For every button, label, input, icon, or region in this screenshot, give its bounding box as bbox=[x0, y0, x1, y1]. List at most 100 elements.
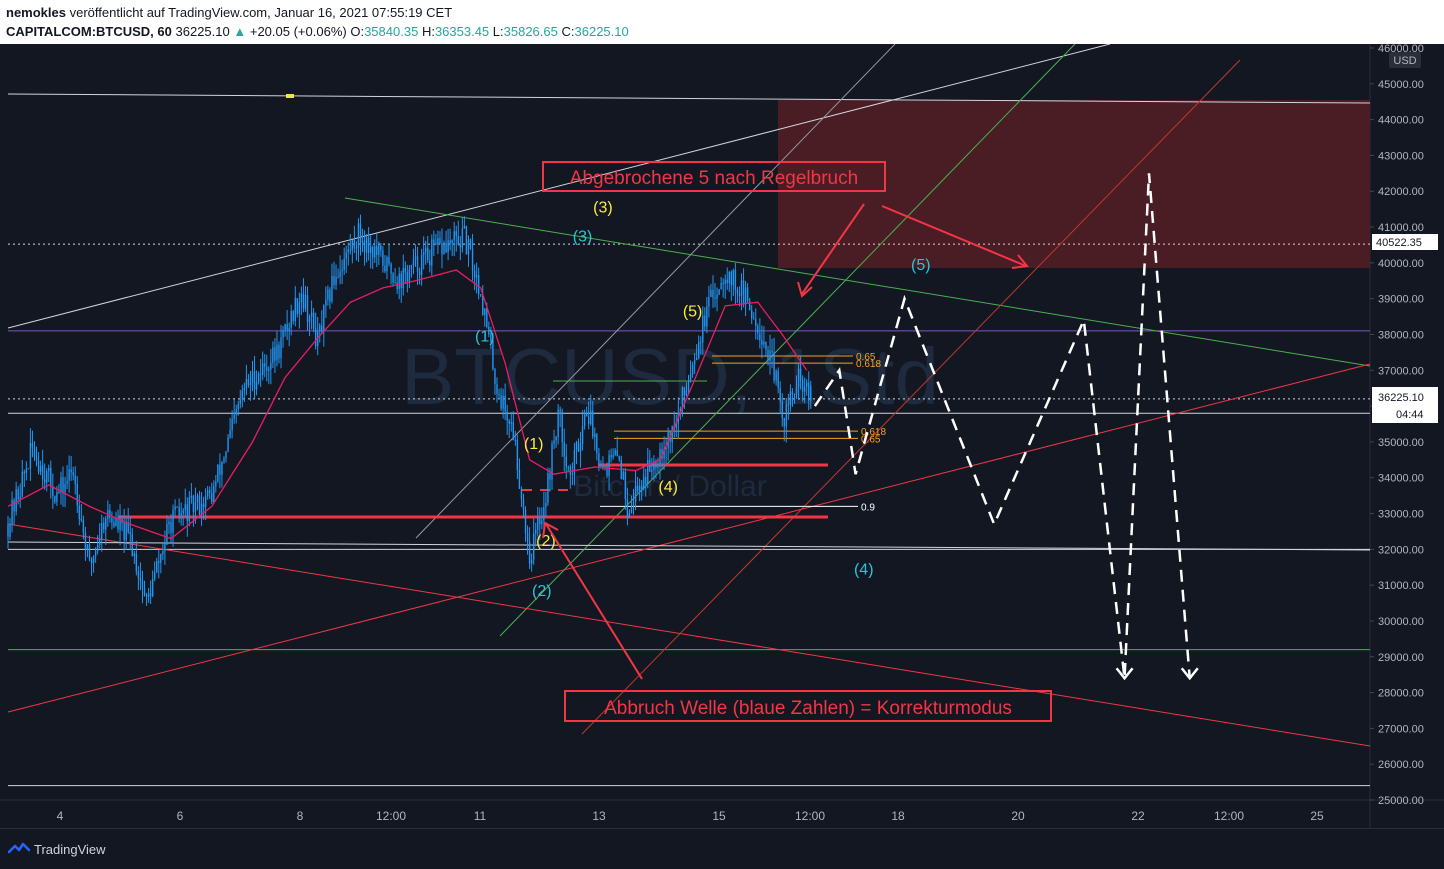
candle-body bbox=[640, 486, 643, 489]
wave-label[interactable]: (2) bbox=[532, 583, 552, 600]
candle-body bbox=[296, 298, 299, 314]
candle-body bbox=[229, 430, 231, 438]
wave-label[interactable]: (4) bbox=[854, 561, 874, 578]
candle-body bbox=[789, 391, 792, 406]
candle-body bbox=[58, 492, 60, 494]
arrow-to-support[interactable] bbox=[545, 523, 643, 680]
red-descending-line[interactable] bbox=[7, 523, 1371, 747]
symbol-name[interactable]: CAPITALCOM:BTCUSD, 60 bbox=[6, 24, 172, 39]
candle-body bbox=[168, 521, 170, 525]
candle-body bbox=[787, 404, 790, 406]
candle-body bbox=[384, 265, 386, 272]
candle-body bbox=[329, 289, 331, 302]
candle-body bbox=[579, 443, 582, 452]
candle-body bbox=[54, 495, 56, 502]
candle-body bbox=[392, 273, 394, 283]
price-change: +20.05 (+0.06%) bbox=[249, 24, 347, 39]
wave-label[interactable]: (2) bbox=[536, 533, 556, 550]
candle-body bbox=[663, 449, 665, 459]
candle-body bbox=[141, 581, 144, 589]
candle-body bbox=[750, 310, 753, 319]
arrow-to-yellow-5[interactable] bbox=[801, 203, 865, 295]
candle-body bbox=[343, 258, 345, 270]
candle-body bbox=[355, 247, 358, 249]
candle-body bbox=[249, 382, 252, 386]
annotation-bottom[interactable]: Abbruch Welle (blaue Zahlen) = Korrektur… bbox=[564, 690, 1052, 722]
fib-level-label: 0.618 bbox=[861, 427, 886, 438]
candle-body bbox=[347, 249, 349, 253]
candle-body bbox=[353, 239, 356, 248]
candle-body bbox=[502, 395, 504, 409]
candle-body bbox=[416, 256, 419, 272]
line-handle[interactable] bbox=[286, 94, 294, 98]
candle-body bbox=[272, 347, 274, 363]
lower-horizontal-line[interactable] bbox=[7, 541, 1371, 551]
annotation-top[interactable]: Abgebrochene 5 nach Regelbruch bbox=[542, 161, 886, 192]
candle-body bbox=[759, 333, 761, 341]
wave-label[interactable]: (1) bbox=[475, 329, 495, 346]
tradingview-logo-icon[interactable] bbox=[8, 841, 30, 855]
time-tick-label: 20 bbox=[1011, 809, 1025, 823]
candle-body bbox=[221, 461, 223, 475]
candle-body bbox=[767, 349, 769, 361]
price-axis[interactable] bbox=[1370, 44, 1444, 828]
candle-body bbox=[131, 534, 133, 556]
candle-body bbox=[198, 495, 201, 515]
candle-body bbox=[567, 466, 570, 468]
candle-body bbox=[671, 425, 673, 442]
arrow-to-cyan-5[interactable] bbox=[881, 205, 1027, 267]
candle-body bbox=[704, 315, 706, 327]
wave-label[interactable]: (5) bbox=[911, 257, 931, 274]
wave-label[interactable]: (4) bbox=[658, 479, 678, 496]
footer-brand[interactable]: TradingView bbox=[34, 842, 106, 857]
candle-body bbox=[467, 239, 470, 255]
wave-label[interactable]: (1) bbox=[524, 436, 544, 453]
wave-label[interactable]: (5) bbox=[683, 304, 703, 321]
white-trend-line[interactable] bbox=[7, 44, 1111, 329]
candle-body bbox=[369, 247, 372, 253]
candle-body bbox=[445, 242, 447, 253]
candle-body bbox=[186, 504, 188, 521]
candle-body bbox=[614, 450, 616, 455]
grey-channel-line[interactable] bbox=[415, 44, 896, 539]
wave-labels: (3)(3) (5) (1) (1) (4) (2) (2) (5) (4) bbox=[475, 200, 931, 600]
target-zone-box[interactable] bbox=[778, 100, 1370, 268]
candle-body bbox=[710, 289, 712, 297]
candle-body bbox=[649, 459, 651, 472]
candle-body bbox=[119, 518, 121, 530]
candle-body bbox=[543, 506, 545, 521]
green-channel-line[interactable] bbox=[499, 44, 1076, 637]
candle-body bbox=[716, 294, 718, 299]
red-channel-line[interactable] bbox=[581, 59, 1241, 735]
candle-body bbox=[164, 544, 166, 552]
candle-body bbox=[257, 373, 260, 383]
candle-body bbox=[706, 306, 708, 327]
candle-body bbox=[46, 471, 48, 483]
candle-body bbox=[431, 239, 433, 266]
currency-badge[interactable] bbox=[1389, 52, 1421, 68]
candle-body bbox=[310, 312, 313, 317]
candle-body bbox=[797, 368, 800, 388]
author-name[interactable]: nemokles bbox=[6, 5, 66, 20]
candle-body bbox=[643, 476, 645, 489]
candle-body bbox=[604, 466, 606, 468]
level-badge-bg bbox=[1372, 234, 1438, 250]
candle-body bbox=[441, 242, 443, 255]
wave-label[interactable]: (3) bbox=[573, 228, 593, 245]
candle-body bbox=[549, 473, 551, 480]
top-horizontal-line[interactable] bbox=[7, 93, 1371, 104]
candle-body bbox=[217, 464, 219, 482]
annotation-box-bottom[interactable] bbox=[564, 690, 1052, 722]
wave-label[interactable]: (3) bbox=[593, 200, 613, 217]
candle-body bbox=[56, 492, 58, 502]
candle-body bbox=[23, 471, 25, 474]
candle-body bbox=[518, 469, 521, 489]
candle-body bbox=[557, 409, 559, 438]
price-tick-label: 43000.00 bbox=[1378, 150, 1424, 162]
candle-body bbox=[484, 308, 486, 315]
green-resistance-line[interactable] bbox=[344, 197, 1371, 367]
red-support-line[interactable] bbox=[7, 363, 1371, 713]
candle-body bbox=[757, 325, 759, 334]
price-chart[interactable]: BTCUSD, 1Std Bitcoin / Dollar 0.650.6180… bbox=[0, 44, 1444, 828]
annotation-box-top[interactable] bbox=[542, 161, 886, 192]
